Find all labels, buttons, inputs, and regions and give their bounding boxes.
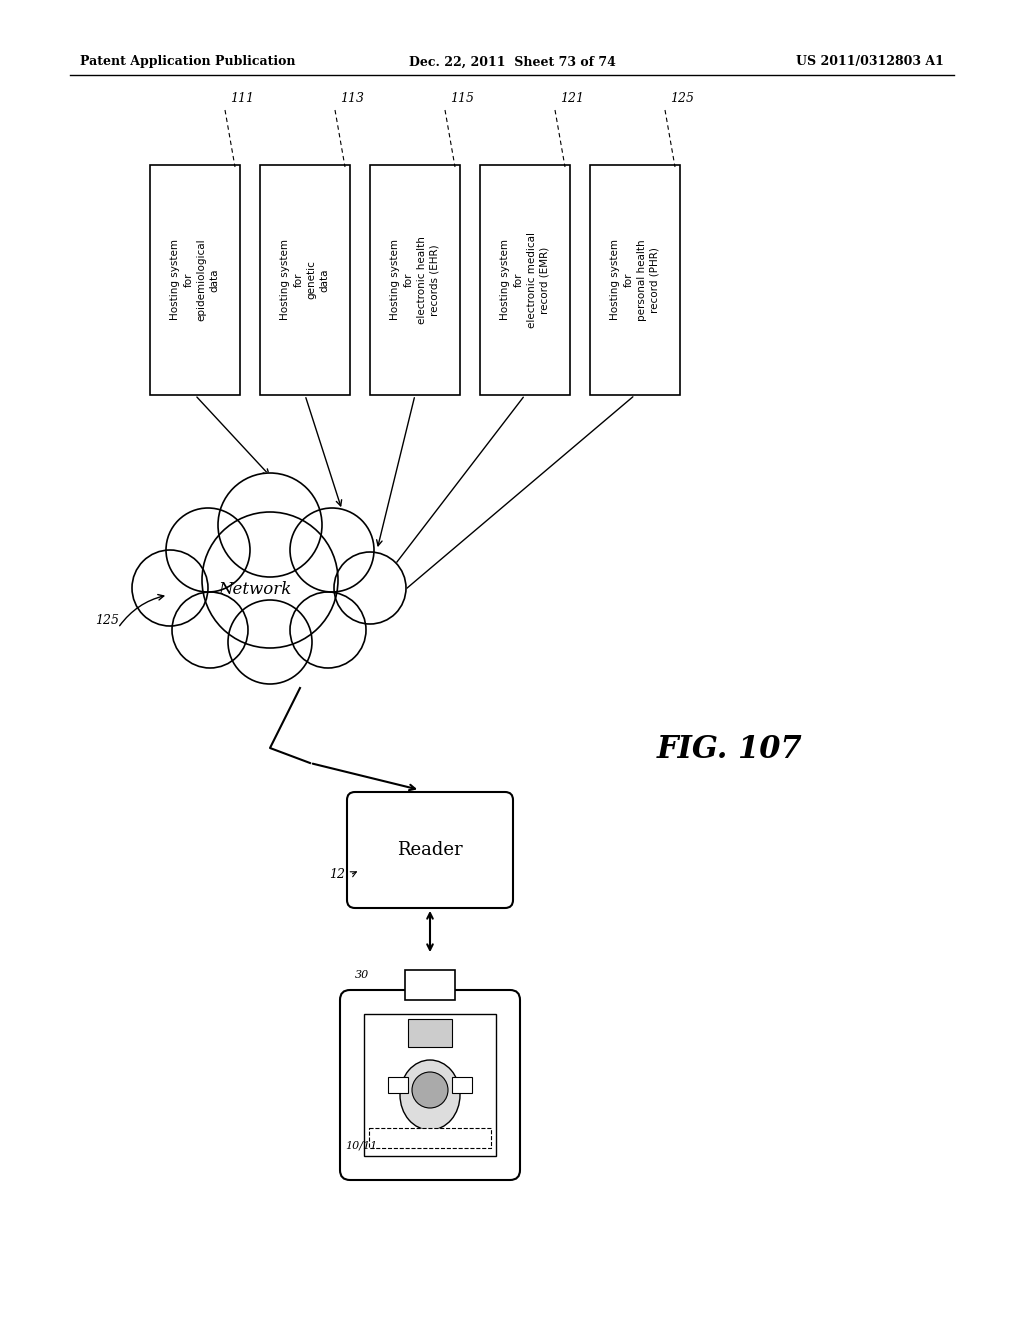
Text: Dec. 22, 2011  Sheet 73 of 74: Dec. 22, 2011 Sheet 73 of 74 <box>409 55 615 69</box>
Text: 111: 111 <box>230 92 254 106</box>
Bar <box>590 165 680 395</box>
Circle shape <box>290 508 374 591</box>
Text: FIG. 107: FIG. 107 <box>657 734 803 766</box>
FancyBboxPatch shape <box>340 990 520 1180</box>
Bar <box>408 1019 452 1047</box>
Text: Hosting system
for
genetic
data: Hosting system for genetic data <box>281 239 330 321</box>
Ellipse shape <box>400 1060 460 1130</box>
Circle shape <box>166 508 250 591</box>
Bar <box>388 1077 408 1093</box>
Circle shape <box>172 591 248 668</box>
Bar <box>260 165 350 395</box>
Circle shape <box>290 591 366 668</box>
Text: Hosting system
for
electronic medical
record (EMR): Hosting system for electronic medical re… <box>500 232 550 327</box>
Circle shape <box>202 512 338 648</box>
Text: Hosting system
for
personal health
record (PHR): Hosting system for personal health recor… <box>610 239 659 321</box>
Text: 30: 30 <box>355 970 370 979</box>
Text: 10/11: 10/11 <box>345 1140 377 1150</box>
Circle shape <box>228 601 312 684</box>
Circle shape <box>334 552 406 624</box>
FancyBboxPatch shape <box>347 792 513 908</box>
Text: Hosting system
for
epidemiological
data: Hosting system for epidemiological data <box>170 239 220 321</box>
Text: 113: 113 <box>340 92 364 106</box>
Text: Hosting system
for
electronic health
records (EHR): Hosting system for electronic health rec… <box>390 236 439 323</box>
Bar <box>150 165 240 395</box>
Bar <box>364 1014 496 1156</box>
Bar <box>480 165 570 395</box>
Circle shape <box>132 550 208 626</box>
Text: 12: 12 <box>329 869 345 882</box>
Bar <box>452 1077 472 1093</box>
Text: US 2011/0312803 A1: US 2011/0312803 A1 <box>796 55 944 69</box>
Text: 121: 121 <box>560 92 584 106</box>
Text: 125: 125 <box>95 614 119 627</box>
Circle shape <box>412 1072 449 1107</box>
Circle shape <box>218 473 322 577</box>
Text: Patent Application Publication: Patent Application Publication <box>80 55 296 69</box>
Text: Network: Network <box>218 582 292 598</box>
Text: 125: 125 <box>670 92 694 106</box>
Text: 115: 115 <box>450 92 474 106</box>
Text: Reader: Reader <box>397 841 463 859</box>
Bar <box>406 970 455 1001</box>
Bar <box>369 1129 490 1148</box>
Bar <box>370 165 460 395</box>
